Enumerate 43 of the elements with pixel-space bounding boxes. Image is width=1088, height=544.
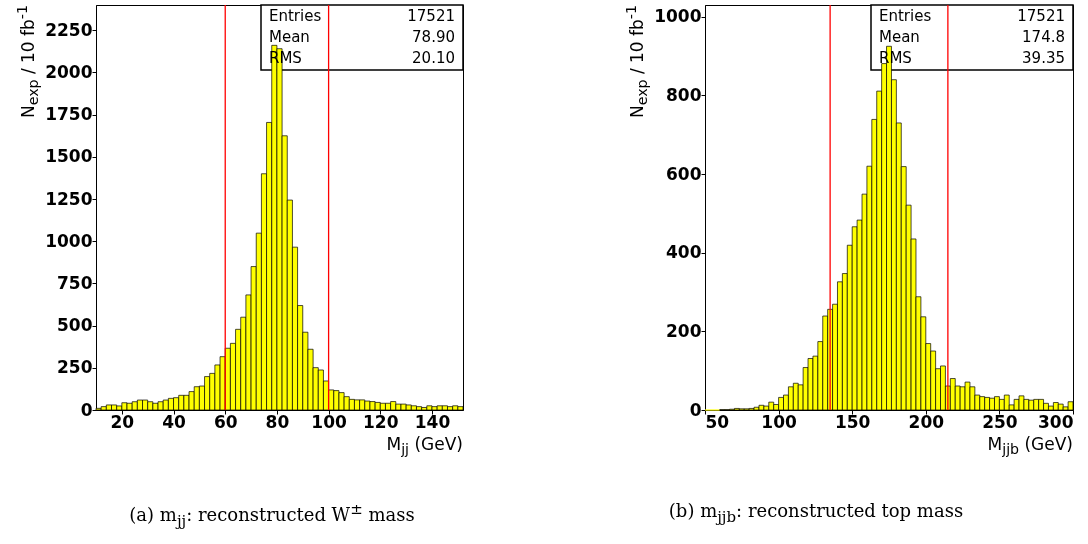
y-tick-label: 2000 <box>45 62 93 82</box>
x-tick-label: 80 <box>265 411 290 432</box>
y-tick-label: 200 <box>666 320 702 341</box>
x-axis-title: M$_{jjb}$ (GeV) <box>987 434 1073 458</box>
x-tick-label: 120 <box>363 411 399 432</box>
annotation: 17521 <box>1017 7 1065 25</box>
y-tick-label: 800 <box>666 84 702 105</box>
x-axis-title: M$_{jj}$ (GeV) <box>386 434 463 458</box>
y-tick-label: 600 <box>666 163 702 184</box>
annotation: 20.10 <box>412 49 455 67</box>
y-tick-label: 0 <box>80 399 93 420</box>
x-tick-label: 200 <box>908 411 945 432</box>
annotation: 174.8 <box>1022 28 1065 46</box>
annotation: Entries <box>879 7 932 25</box>
annotation: Entries <box>269 7 322 25</box>
text: (a) m$_{jj}$: reconstructed W$^{±}$ mass <box>128 500 416 530</box>
annotation: 39.35 <box>1022 49 1065 67</box>
annotation: 17521 <box>407 7 455 25</box>
y-tick-label: 2250 <box>45 19 93 40</box>
y-tick-label: 1250 <box>45 188 93 209</box>
annotation: 78.90 <box>412 28 455 46</box>
y-tick-label: 250 <box>57 357 93 378</box>
x-tick-label: 150 <box>834 411 871 432</box>
annotation: Mean <box>269 28 310 46</box>
y-tick-label: 1000 <box>654 6 702 27</box>
x-tick-label: 250 <box>982 411 1018 432</box>
x-tick-label: 300 <box>1038 411 1074 432</box>
y-tick-label: 1000 <box>45 230 93 251</box>
y-tick-label: 750 <box>57 272 93 293</box>
x-tick-label: 40 <box>162 411 187 432</box>
annotation: Mean <box>879 28 920 46</box>
x-tick-label: 50 <box>705 411 730 432</box>
y-tick-label: 400 <box>666 242 702 263</box>
text: (b) m$_{jjb}$: reconstructed top mass <box>667 500 965 526</box>
x-tick-label: 140 <box>414 411 451 432</box>
x-tick-label: 100 <box>311 411 348 432</box>
y-tick-label: 1500 <box>45 146 93 167</box>
y-tick-label: 0 <box>689 399 702 420</box>
y-tick-label: 1750 <box>45 104 93 125</box>
x-tick-label: 100 <box>761 411 798 432</box>
x-tick-label: 20 <box>110 411 135 432</box>
x-tick-label: 60 <box>213 411 238 432</box>
y-tick-label: 500 <box>57 315 93 336</box>
